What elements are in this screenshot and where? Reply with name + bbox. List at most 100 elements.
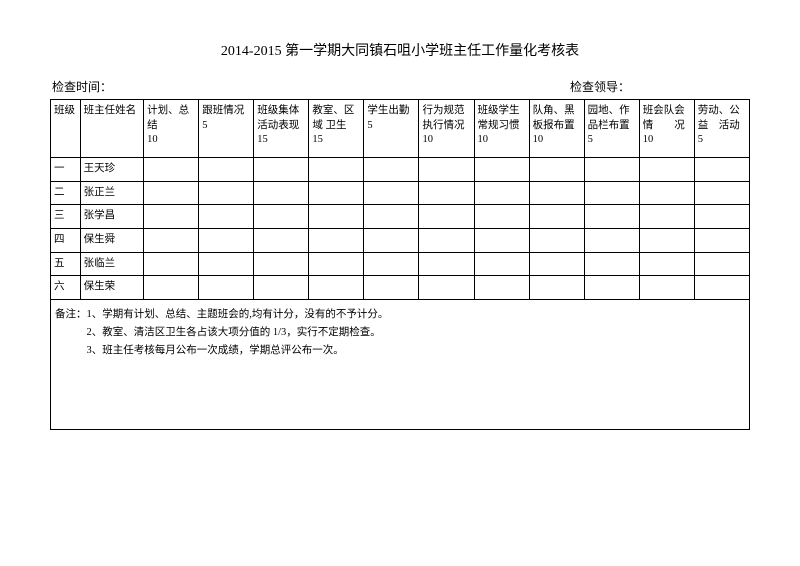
col-header-board: 队角、黑板报布置 10 (529, 100, 584, 158)
notes-row: 备注：1、学期有计划、总结、主题班会的,均有计分，没有的不予计分。 2、教室、清… (51, 300, 750, 430)
cell-score (144, 252, 199, 276)
cell-teacher-name: 保生舜 (80, 229, 144, 253)
cell-score (584, 205, 639, 229)
cell-score (639, 252, 694, 276)
cell-score (419, 158, 474, 182)
cell-score (474, 276, 529, 300)
notes-cell: 备注：1、学期有计划、总结、主题班会的,均有计分，没有的不予计分。 2、教室、清… (51, 300, 750, 430)
cell-score (364, 205, 419, 229)
cell-score (639, 229, 694, 253)
cell-score (419, 181, 474, 205)
col-header-attendance: 学生出勤 5 (364, 100, 419, 158)
cell-score (309, 158, 364, 182)
table-row: 二张正兰 (51, 181, 750, 205)
table-row: 六保生荣 (51, 276, 750, 300)
cell-class: 二 (51, 181, 81, 205)
col-header-meeting: 班会队会情 况 10 (639, 100, 694, 158)
cell-score (639, 205, 694, 229)
cell-score (254, 158, 309, 182)
cell-score (639, 158, 694, 182)
cell-class: 三 (51, 205, 81, 229)
cell-teacher-name: 张正兰 (80, 181, 144, 205)
cell-score (694, 205, 749, 229)
cell-score (584, 276, 639, 300)
cell-score (694, 158, 749, 182)
cell-score (144, 229, 199, 253)
col-header-activity: 班级集体活动表现 15 (254, 100, 309, 158)
cell-class: 四 (51, 229, 81, 253)
cell-score (529, 181, 584, 205)
cell-teacher-name: 张学昌 (80, 205, 144, 229)
cell-teacher-name: 保生荣 (80, 276, 144, 300)
cell-score (364, 181, 419, 205)
cell-score (584, 181, 639, 205)
col-header-routine: 班级学生常规习惯 10 (474, 100, 529, 158)
cell-score (419, 276, 474, 300)
cell-score (254, 229, 309, 253)
cell-score (474, 181, 529, 205)
col-header-garden: 园地、作品栏布置 5 (584, 100, 639, 158)
check-time-label: 检查时间： (52, 78, 112, 95)
cell-score (309, 181, 364, 205)
cell-score (529, 158, 584, 182)
cell-score (199, 205, 254, 229)
cell-score (199, 276, 254, 300)
cell-score (364, 252, 419, 276)
col-header-labor: 劳动、公益 活动 5 (694, 100, 749, 158)
cell-score (639, 181, 694, 205)
cell-score (694, 181, 749, 205)
cell-score (529, 252, 584, 276)
cell-score (419, 252, 474, 276)
table-row: 一王天珍 (51, 158, 750, 182)
cell-score (529, 276, 584, 300)
cell-score (584, 229, 639, 253)
cell-score (309, 276, 364, 300)
cell-score (474, 252, 529, 276)
check-leader-label: 检查领导： (570, 78, 630, 95)
cell-score (309, 229, 364, 253)
cell-score (419, 229, 474, 253)
col-header-class: 班级 (51, 100, 81, 158)
cell-score (309, 205, 364, 229)
cell-score (254, 181, 309, 205)
cell-score (144, 205, 199, 229)
cell-score (694, 276, 749, 300)
col-header-plan: 计划、总结 10 (144, 100, 199, 158)
cell-score (694, 252, 749, 276)
col-header-behavior: 行为规范执行情况 10 (419, 100, 474, 158)
cell-score (144, 158, 199, 182)
cell-class: 六 (51, 276, 81, 300)
cell-score (199, 181, 254, 205)
table-header-row: 班级 班主任姓名 计划、总结 10 跟班情况 5 班级集体活动表现 15 教室、… (51, 100, 750, 158)
cell-score (529, 205, 584, 229)
cell-score (529, 229, 584, 253)
cell-score (584, 252, 639, 276)
cell-teacher-name: 王天珍 (80, 158, 144, 182)
cell-score (144, 276, 199, 300)
col-header-name: 班主任姓名 (80, 100, 144, 158)
cell-score (199, 158, 254, 182)
cell-score (199, 229, 254, 253)
col-header-hygiene: 教室、区域 卫生 15 (309, 100, 364, 158)
cell-score (694, 229, 749, 253)
cell-score (254, 205, 309, 229)
assessment-table: 班级 班主任姓名 计划、总结 10 跟班情况 5 班级集体活动表现 15 教室、… (50, 99, 750, 430)
cell-score (364, 276, 419, 300)
cell-class: 五 (51, 252, 81, 276)
cell-score (474, 158, 529, 182)
table-row: 四保生舜 (51, 229, 750, 253)
cell-score (639, 276, 694, 300)
table-row: 三张学昌 (51, 205, 750, 229)
cell-score (309, 252, 364, 276)
cell-score (584, 158, 639, 182)
cell-score (364, 158, 419, 182)
col-header-follow: 跟班情况 5 (199, 100, 254, 158)
cell-teacher-name: 张临兰 (80, 252, 144, 276)
header-row: 检查时间： 检查领导： (50, 78, 750, 95)
cell-class: 一 (51, 158, 81, 182)
cell-score (364, 229, 419, 253)
table-row: 五张临兰 (51, 252, 750, 276)
cell-score (144, 181, 199, 205)
page-title: 2014-2015 第一学期大同镇石咀小学班主任工作量化考核表 (50, 40, 750, 60)
cell-score (199, 252, 254, 276)
